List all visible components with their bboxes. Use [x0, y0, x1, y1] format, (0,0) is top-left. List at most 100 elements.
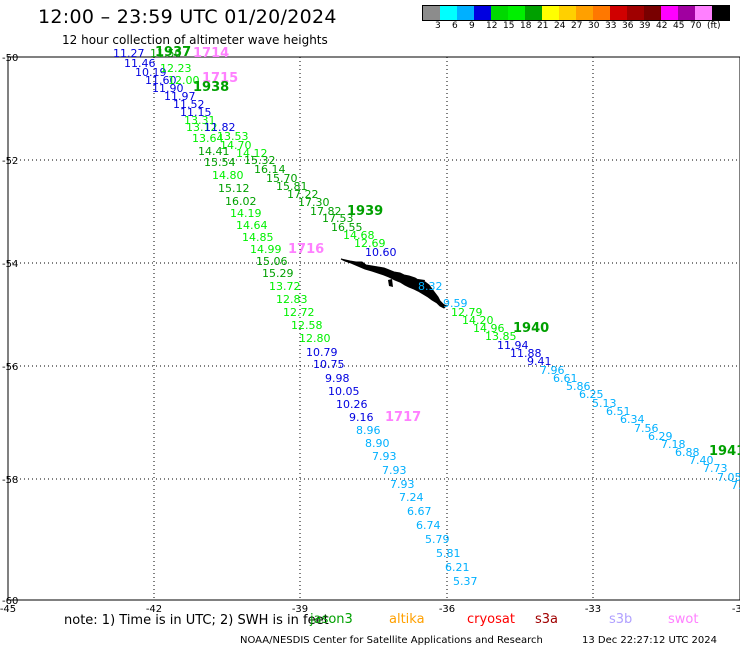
legend-label: 12: [486, 21, 498, 31]
wave-height-value: 15.81: [276, 180, 308, 193]
wave-height-value: 17.30: [298, 196, 330, 209]
legend-labels: 3 6 9 12 15 18 21 24 27 30 33 36 39 42 45 70 (ft): [422, 21, 740, 33]
legend-swatch: [474, 6, 491, 20]
legend-label: 9: [469, 21, 475, 31]
wave-height-value: 11.15: [180, 106, 212, 119]
satellite-swot: swot: [668, 612, 699, 627]
legend-label: 70: [690, 21, 702, 31]
wave-height-value: 10.05: [328, 385, 360, 398]
wave-height-value: 16.02: [225, 195, 257, 208]
wave-height-value: 11.60: [145, 74, 177, 87]
wave-height-value: 11.27: [113, 47, 145, 60]
wave-height-value: 12.00: [168, 74, 200, 87]
wave-height-value: 17.82: [310, 205, 342, 218]
wave-height-value: 16.14: [254, 163, 286, 176]
wave-height-value: 15.54: [204, 156, 236, 169]
satellite-s3b: s3b: [609, 612, 633, 627]
wave-height-value: 8.96: [356, 424, 381, 437]
latitude-label: -54: [2, 259, 18, 270]
legend-swatch: [508, 6, 525, 20]
legend-swatch: [610, 6, 627, 20]
wave-height-value: 8.32: [418, 280, 443, 293]
satellite-jason3: jason3: [310, 612, 353, 627]
pass-label: 1938: [193, 80, 229, 95]
legend-swatch: [457, 6, 474, 20]
longitude-label: -45: [0, 604, 16, 615]
note-text: note: 1) Time is in UTC; 2) SWH is in fe…: [64, 613, 329, 628]
wave-height-value: 9.41: [527, 355, 552, 368]
wave-height-value: 15.06: [256, 255, 288, 268]
wave-height-value: 17.53: [322, 212, 354, 225]
wave-height-value: 14.64: [236, 219, 268, 232]
wave-height-value: 5.37: [453, 575, 478, 588]
footer-credit: NOAA/NESDIS Center for Satellite Applica…: [240, 635, 543, 646]
wave-height-value: 15.32: [244, 154, 276, 167]
legend-label: 15: [503, 21, 515, 31]
wave-height-value: 10.26: [336, 398, 368, 411]
wave-height-value: 14.41: [198, 145, 230, 158]
pass-label: 1937: [155, 45, 191, 60]
wave-height-value: 14.19: [230, 207, 262, 220]
legend-swatch: [712, 6, 729, 20]
wave-height-value: 6.88: [675, 446, 700, 459]
wave-height-value: 10.75: [313, 358, 345, 371]
wave-height-value: 13.53: [217, 130, 249, 143]
latitude-label: -50: [2, 53, 18, 64]
wave-height-value: 11.90: [152, 82, 184, 95]
legend-swatch: [695, 6, 712, 20]
wave-height-value: 5.86: [566, 380, 591, 393]
wave-height-value: 16.55: [331, 221, 363, 234]
wave-height-value: 10.60: [365, 246, 397, 259]
latitude-label: -56: [2, 362, 18, 373]
legend-swatch: [542, 6, 559, 20]
pass-label: 1939: [347, 204, 383, 219]
legend-label: 18: [520, 21, 532, 31]
pass-label: 1716: [288, 242, 324, 257]
island-fragment: [418, 279, 425, 284]
wave-height-value: 5.79: [425, 533, 450, 546]
wave-height-value: 12.69: [354, 237, 386, 250]
wave-height-value: 5.13: [592, 397, 617, 410]
legend-swatch: [440, 6, 457, 20]
wave-height-value: 13.64: [192, 132, 224, 145]
wave-height-value: 15.12: [218, 182, 250, 195]
wave-height-value: 6.29: [648, 430, 673, 443]
wave-height-value: 14.12: [236, 147, 268, 160]
legend-label: 45: [673, 21, 685, 31]
wave-height-value: 12.58: [291, 319, 323, 332]
wave-height-value: 11.52: [173, 98, 205, 111]
wave-height-value: 12.80: [299, 332, 331, 345]
longitude-label: -33: [585, 604, 601, 615]
longitude-label: -30: [732, 604, 740, 615]
wave-height-value: 7.93: [372, 450, 397, 463]
wave-height-value: 10.79: [306, 346, 338, 359]
wave-height-color-legend: [422, 5, 730, 21]
wave-height-value: 6.61: [553, 372, 578, 385]
wave-height-value: 6.25: [579, 388, 604, 401]
wave-height-value: 8.90: [365, 437, 390, 450]
wave-height-value: 11.82: [204, 121, 236, 134]
wave-height-value: 7.56: [634, 422, 659, 435]
legend-label: 33: [605, 21, 617, 31]
legend-swatch: [559, 6, 576, 20]
wave-height-value: 11.50: [150, 47, 182, 60]
wave-height-value: 9.98: [325, 372, 350, 385]
wave-height-value: 10.19: [135, 66, 167, 79]
pass-label: 1715: [202, 71, 238, 86]
wave-height-value: 14.96: [473, 322, 505, 335]
latitude-label: -60: [2, 596, 18, 607]
wave-height-value: 14.85: [242, 231, 274, 244]
wave-height-value: 14.20: [462, 314, 494, 327]
wave-height-value: 6.21: [445, 561, 470, 574]
legend-label: 3: [435, 21, 441, 31]
wave-height-value: 12.72: [283, 306, 315, 319]
wave-height-value: 9.59: [443, 297, 468, 310]
wave-height-value: 7.05: [717, 471, 740, 484]
wave-height-value: 11.88: [510, 347, 542, 360]
legend-swatch: [491, 6, 508, 20]
legend-swatch: [593, 6, 610, 20]
wave-height-value: 9.16: [349, 411, 374, 424]
legend-label: (ft): [707, 21, 721, 31]
page-title: 12:00 – 23:59 UTC 01/20/2024: [38, 6, 337, 28]
